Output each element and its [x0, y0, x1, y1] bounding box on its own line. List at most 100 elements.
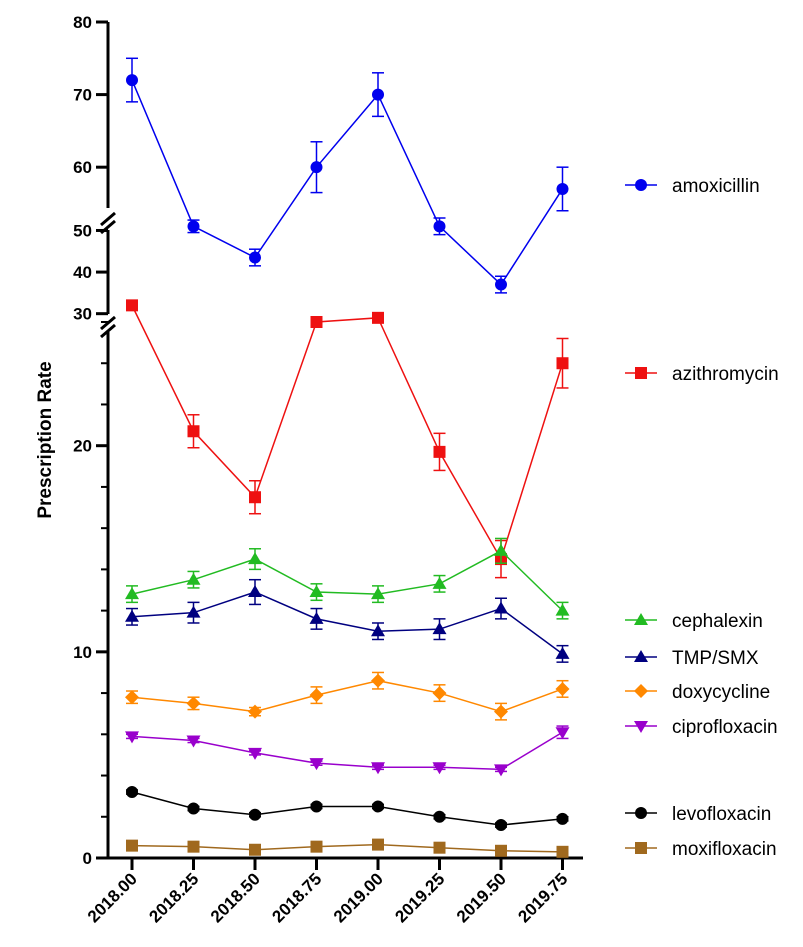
data-point — [371, 762, 385, 775]
data-point — [309, 758, 324, 771]
data-point — [555, 603, 570, 616]
data-point — [186, 572, 201, 585]
data-point — [248, 585, 262, 598]
data-point — [556, 357, 569, 370]
series-line — [131, 843, 563, 853]
data-point — [372, 800, 384, 813]
data-point — [125, 690, 139, 705]
legend-label: azithromycin — [672, 364, 779, 385]
data-point — [125, 609, 139, 622]
data-point — [309, 688, 324, 703]
data-point — [249, 251, 261, 264]
x-tick-label: 2018.25 — [145, 869, 202, 926]
series-line — [131, 79, 564, 286]
data-point — [494, 704, 508, 719]
data-point — [310, 800, 323, 813]
axis-break-mark-a — [100, 211, 116, 227]
data-point — [187, 425, 200, 438]
data-point — [371, 673, 385, 688]
data-point — [495, 278, 507, 291]
legend-label: amoxicillin — [672, 176, 760, 197]
y-tick-label: 60 — [73, 158, 92, 177]
axis-break-mark-b — [100, 323, 116, 339]
legend-label: doxycycline — [672, 682, 770, 703]
data-point — [310, 161, 323, 174]
legend-item-azithromycin: azithromycin — [625, 364, 779, 385]
data-point — [372, 311, 384, 324]
legend-marker — [634, 684, 648, 698]
data-point — [309, 611, 324, 624]
x-tick-label: 2018.00 — [84, 869, 141, 926]
data-point — [186, 735, 201, 748]
data-point — [555, 681, 570, 696]
data-point — [432, 622, 447, 635]
data-point — [495, 844, 507, 857]
legend-item-levofloxacin: levofloxacin — [625, 804, 771, 825]
series-line — [131, 791, 563, 826]
series-azithromycin — [131, 305, 569, 579]
data-point — [433, 220, 446, 233]
data-point — [432, 686, 447, 701]
y-tick-label: 80 — [73, 13, 92, 32]
data-point — [187, 802, 200, 815]
data-point — [494, 764, 508, 777]
data-point — [125, 731, 139, 744]
y-tick-label: 10 — [73, 643, 92, 662]
x-tick-label: 2018.50 — [207, 869, 264, 926]
data-point — [372, 838, 384, 851]
legend-item-ciprofloxacin: ciprofloxacin — [625, 717, 778, 738]
legend-item-doxycycline: doxycycline — [625, 682, 770, 703]
y-tick-label: 70 — [73, 86, 92, 105]
data-point — [371, 624, 385, 637]
legend-label: TMP/SMX — [672, 648, 759, 669]
data-point — [186, 605, 201, 618]
data-point — [125, 587, 139, 600]
series-amoxicillin — [126, 57, 569, 294]
data-point — [556, 845, 569, 858]
y-tick-label: 20 — [73, 437, 92, 456]
data-point — [494, 601, 508, 614]
legend-label: moxifloxacin — [672, 839, 777, 860]
data-point — [556, 182, 569, 195]
legend-marker — [634, 613, 648, 625]
y-tick-label: 50 — [73, 221, 92, 240]
data-point — [372, 88, 384, 101]
data-point — [433, 810, 446, 823]
x-tick-label: 2019.50 — [453, 869, 510, 926]
legend-marker — [634, 650, 648, 662]
data-point — [371, 587, 385, 600]
legend-marker — [635, 179, 647, 191]
data-point — [186, 696, 201, 711]
data-point — [432, 576, 447, 589]
series-line — [131, 679, 563, 713]
legend-marker — [635, 367, 647, 379]
data-point — [555, 646, 570, 659]
data-point — [433, 445, 446, 458]
legend-label: levofloxacin — [672, 804, 771, 825]
x-tick-label: 2019.00 — [330, 869, 387, 926]
data-point — [249, 843, 261, 856]
y-axis-title: Prescription Rate — [35, 361, 56, 518]
data-point — [126, 786, 138, 799]
data-point — [310, 316, 323, 328]
series-line — [131, 591, 563, 655]
data-point — [249, 808, 261, 821]
data-point — [309, 585, 324, 598]
data-point — [248, 552, 262, 565]
data-point — [187, 840, 200, 853]
data-point — [126, 839, 138, 852]
data-point — [310, 840, 323, 853]
data-point — [494, 543, 508, 556]
data-point — [126, 299, 138, 312]
legend-marker — [635, 842, 647, 854]
data-point — [248, 747, 262, 760]
data-point — [495, 819, 507, 832]
x-tick-label: 2019.25 — [391, 869, 448, 926]
legend-item-moxifloxacin: moxifloxacin — [625, 839, 777, 860]
series-tmp-smx — [126, 578, 569, 663]
series-line — [131, 731, 563, 771]
data-point — [555, 727, 570, 740]
series-line — [131, 305, 564, 561]
y-tick-label: 40 — [73, 263, 92, 282]
